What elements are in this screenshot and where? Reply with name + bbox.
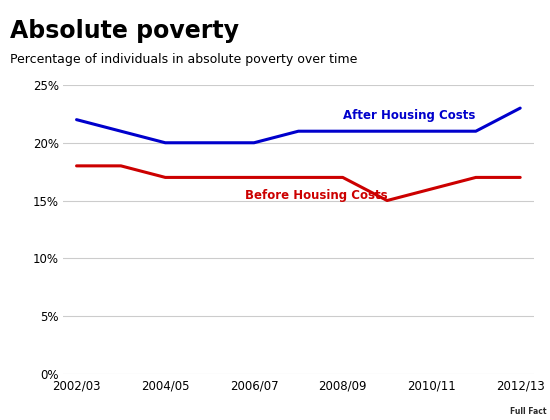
Text: Absolute poverty: Absolute poverty [10, 19, 239, 43]
Text: Full Fact: Full Fact [510, 407, 546, 416]
Text: Percentage of individuals in absolute poverty over time: Percentage of individuals in absolute po… [10, 52, 358, 66]
Text: Households below average income (HBAI): 1994/95 to 2012/13: Households below average income (HBAI): … [57, 394, 389, 404]
Text: Before Housing Costs: Before Housing Costs [245, 189, 388, 202]
Text: After Housing Costs: After Housing Costs [343, 109, 475, 122]
Text: Source:: Source: [10, 394, 54, 404]
Polygon shape [476, 380, 547, 418]
